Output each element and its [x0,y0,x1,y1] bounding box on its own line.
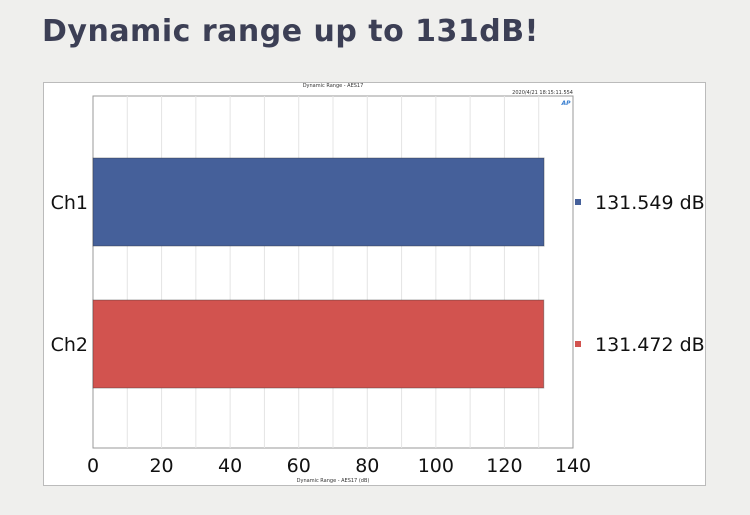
chart-title: Dynamic Range - AES17 [303,83,364,89]
x-tick-label: 20 [149,455,173,477]
bar-ch1 [92,157,545,247]
value-label: 131.549 dB [595,192,705,214]
ap-logo: AP [560,100,571,107]
page-title: Dynamic range up to 131dB! [42,14,539,49]
legend-marker [575,199,581,205]
x-axis-label: Dynamic Range - AES17 (dB) [297,478,370,484]
x-tick-label: 80 [355,455,379,477]
x-tick-label: 120 [486,455,522,477]
value-label: 131.472 dB [595,334,705,356]
x-tick-label: 0 [87,455,99,477]
x-tick-label: 140 [555,455,591,477]
timestamp: 2020/4/21 18:15:11.554 [512,90,573,96]
x-tick-label: 100 [418,455,454,477]
x-tick-label: 60 [287,455,311,477]
category-label: Ch2 [51,334,88,356]
bar-ch2 [92,299,545,389]
legend-marker [575,341,581,347]
x-tick-label: 40 [218,455,242,477]
category-label: Ch1 [51,192,88,214]
